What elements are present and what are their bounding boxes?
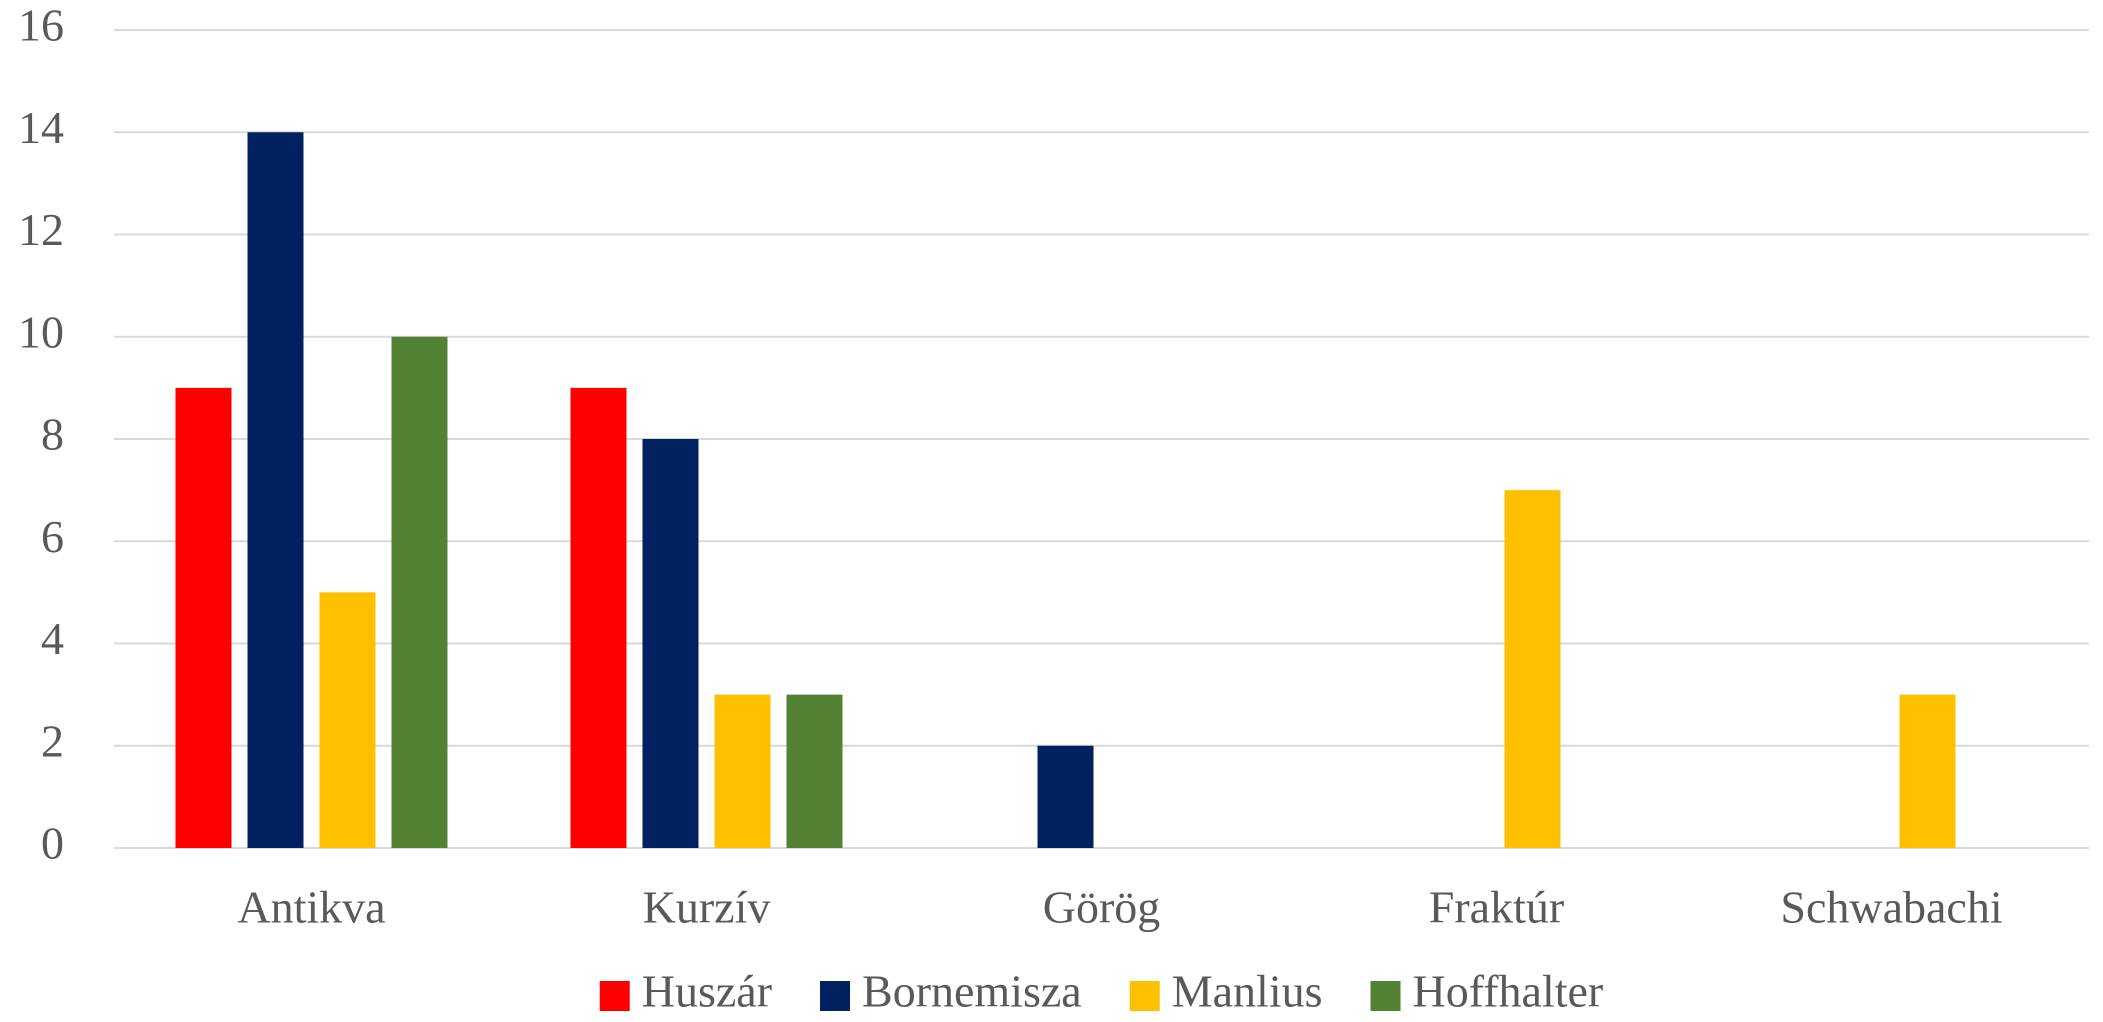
bar (1037, 745, 1094, 848)
bar (319, 592, 376, 848)
x-tick-label: Kurzív (643, 882, 771, 933)
bar (1899, 694, 1956, 848)
y-tick-label: 0 (41, 818, 64, 869)
y-tick-label: 16 (18, 0, 64, 51)
y-tick-label: 14 (18, 102, 64, 153)
bar (642, 439, 699, 848)
legend-swatch (1129, 981, 1160, 1011)
bar (391, 336, 448, 848)
y-tick-label: 8 (41, 409, 64, 460)
x-tick-label: Schwabachi (1780, 882, 2002, 933)
y-tick-label: 2 (41, 715, 64, 766)
legend-swatch (599, 981, 630, 1011)
legend-label: Manlius (1172, 966, 1323, 1017)
bar (570, 387, 627, 848)
legend-swatch (820, 981, 851, 1011)
legend-swatch (1370, 981, 1401, 1011)
x-tick-label: Görög (1043, 882, 1161, 933)
bar (786, 694, 843, 848)
y-tick-label: 6 (41, 511, 64, 562)
y-tick-label: 4 (41, 613, 64, 664)
bar (247, 132, 304, 848)
bar (175, 387, 232, 848)
bar (1504, 490, 1561, 848)
y-tick-label: 12 (18, 204, 64, 255)
legend-label: Hoffhalter (1413, 966, 1604, 1017)
x-tick-label: Antikva (237, 882, 385, 933)
bar (714, 694, 771, 848)
y-tick-label: 10 (18, 306, 64, 357)
legend-label: Huszár (642, 966, 772, 1017)
x-tick-label: Fraktúr (1429, 882, 1564, 933)
legend-label: Bornemisza (862, 966, 1082, 1017)
